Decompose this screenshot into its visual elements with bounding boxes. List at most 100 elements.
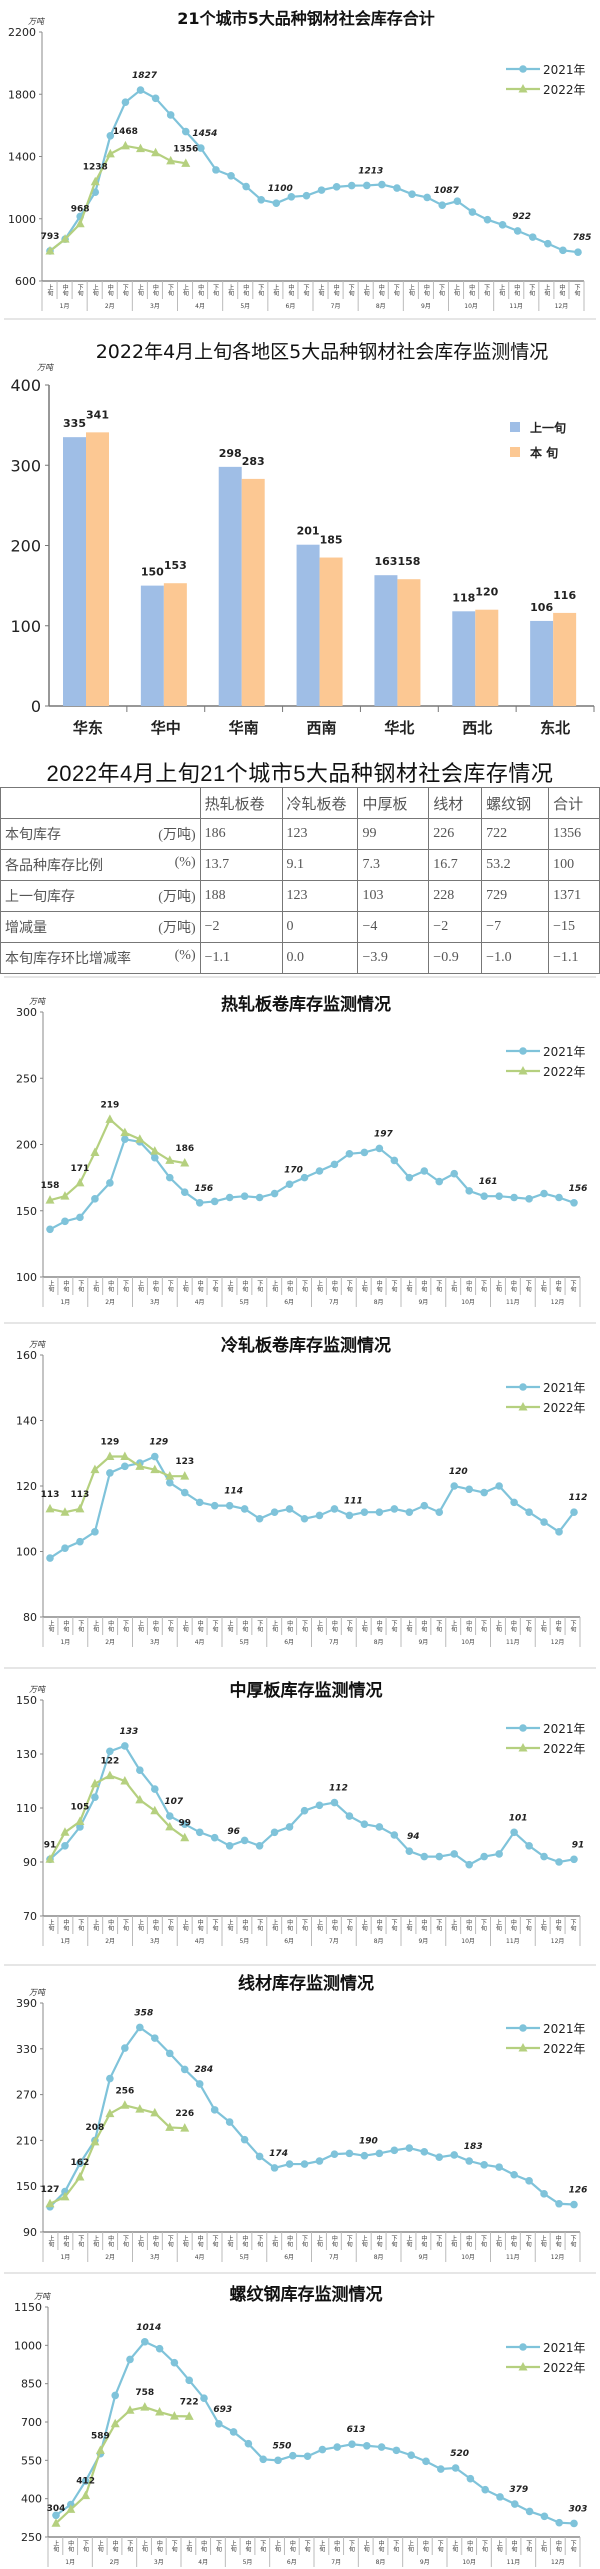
x-period-label: 上旬 <box>274 2539 281 2553</box>
x-period-label: 下旬 <box>480 1280 487 1293</box>
bar-data-label: 150 <box>141 566 164 579</box>
data-label: 111 <box>344 1496 363 1506</box>
x-period-label: 上旬 <box>181 1918 188 1932</box>
legend-label: 2021年 <box>543 2341 586 2355</box>
x-period-label: 中旬 <box>377 283 384 297</box>
row-label: 上一旬库存 <box>5 890 75 905</box>
data-point-2021 <box>151 1785 159 1793</box>
x-period-label: 中旬 <box>196 2234 203 2248</box>
chart-total-inventory-svg: 21个城市5大品种钢材社会库存合计 万吨 600 1000 1400 1800 2200 上旬… <box>8 9 592 311</box>
x-period-label: 中旬 <box>420 1918 427 1932</box>
y-tick-label: 270 <box>16 2089 37 2102</box>
data-point-2021 <box>407 2451 416 2460</box>
data-label: 174 <box>269 2149 288 2159</box>
data-point-2022 <box>184 2411 194 2420</box>
data-point-2021 <box>315 1511 324 1520</box>
data-label: 785 <box>573 233 592 243</box>
legend-swatch <box>510 422 520 432</box>
data-point-2021 <box>438 201 447 210</box>
x-period-label: 上旬 <box>495 2539 502 2553</box>
x-period-label: 中旬 <box>465 2234 472 2248</box>
x-period-label: 下旬 <box>390 2235 397 2248</box>
x-period-label: 中旬 <box>287 283 294 297</box>
x-period-label: 中旬 <box>421 2539 428 2553</box>
bar-data-label: 341 <box>86 408 109 421</box>
data-point-2022 <box>135 2104 145 2113</box>
x-month-label: 2月 <box>105 1299 115 1306</box>
x-period-label: 上旬 <box>494 1279 501 1293</box>
x-month-label: 7月 <box>329 1938 339 1945</box>
table-cell: 0.0 <box>281 942 359 974</box>
x-period-label: 中旬 <box>554 2234 561 2248</box>
x-period-label: 上旬 <box>46 283 53 297</box>
data-point-2021 <box>390 1831 399 1839</box>
table-cell: 16.7 <box>428 849 483 881</box>
x-month-label: 3月 <box>150 1299 160 1306</box>
x-period-label: 上旬 <box>271 1619 278 1633</box>
data-point-2021 <box>285 1823 294 1831</box>
x-period-label: 下旬 <box>166 1620 173 1633</box>
y-tick-label: 250 <box>21 2531 42 2544</box>
data-point-2021 <box>451 2464 460 2472</box>
y-tick-label: 700 <box>21 2416 42 2429</box>
data-point-2021 <box>525 1842 533 1850</box>
data-label: 113 <box>41 1490 60 1500</box>
data-point-2021 <box>570 2200 578 2209</box>
data-point-2022 <box>90 176 100 186</box>
y-tick-label: 90 <box>23 1856 37 1869</box>
x-period-label: 中旬 <box>558 283 565 297</box>
y-tick-label: 120 <box>16 1480 37 1493</box>
x-month-label: 7月 <box>331 2559 341 2566</box>
data-point-2021 <box>513 227 522 235</box>
chart-cold-rolled: 冷轧板卷库存监测情况 万吨 80 100 120 140 160 上旬 中旬 下旬 上旬 中旬 下旬 上旬… <box>0 1320 600 1668</box>
chart-hot-rolled-svg: 热轧板卷库存监测情况万吨100150200250300上旬 中旬 下旬 上旬 中旬 下旬上… <box>16 994 587 1307</box>
table-cell: 123 <box>281 880 359 912</box>
x-period-label: 下旬 <box>345 2235 352 2248</box>
x-period-label: 中旬 <box>151 283 158 297</box>
chart-total-inventory: 21个城市5大品种钢材社会库存合计 万吨 600 1000 1400 1800 2200 上旬… <box>0 0 600 318</box>
x-period-label: 中旬 <box>151 1279 158 1293</box>
data-point-2022 <box>75 218 85 228</box>
table-cell: −1.1 <box>548 942 600 974</box>
table-cell: 226 <box>428 818 483 850</box>
data-point-2022 <box>140 2402 150 2411</box>
data-point-2022 <box>75 1503 85 1513</box>
series-line-2021 <box>49 1744 575 1866</box>
x-month-label: 6月 <box>284 1639 294 1646</box>
data-point-2021 <box>126 2355 134 2364</box>
data-point-2021 <box>121 98 130 106</box>
x-month-label: 10月 <box>464 303 478 310</box>
data-point-2021 <box>255 2152 264 2161</box>
x-period-label: 下旬 <box>483 284 490 297</box>
data-label: 183 <box>464 2142 483 2152</box>
chart-rebar: 螺纹钢库存监测情况 万吨 250 400 550 700 850 1000 1150 上旬 中旬 下旬… <box>0 2270 600 2569</box>
chart-wire-rod: 线材库存监测情况 万吨 90 150 210 270 330 390 上旬 中旬 下旬 上旬 中旬 下旬上… <box>0 1965 600 2270</box>
data-point-2021 <box>215 2419 223 2428</box>
x-period-label: 下旬 <box>256 1620 263 1633</box>
data-point-2021 <box>225 1842 234 1850</box>
data-label: 1827 <box>132 71 158 81</box>
table-header: 中厚板 <box>357 787 430 819</box>
x-period-label: 下旬 <box>211 1919 218 1932</box>
data-point-2021 <box>315 1167 324 1175</box>
data-point-2021 <box>420 1501 429 1510</box>
data-point-2022 <box>150 1464 160 1474</box>
y-axis-unit: 万吨 <box>29 1988 46 1997</box>
x-month-label: 11月 <box>506 2254 520 2261</box>
data-point-2021 <box>61 1544 69 1553</box>
data-point-2021 <box>393 184 401 192</box>
x-period-label: 中旬 <box>241 1279 248 1293</box>
data-point-2022 <box>150 1805 160 1815</box>
x-month-label: 9月 <box>420 2559 430 2566</box>
data-point-2022 <box>60 1191 70 1200</box>
x-period-label: 上旬 <box>539 2234 546 2248</box>
x-period-label: 下旬 <box>347 2540 354 2553</box>
x-month-label: 9月 <box>418 1299 428 1306</box>
x-period-label: 上旬 <box>136 2234 143 2248</box>
data-point-2021 <box>525 2177 533 2185</box>
bar-data-label: 106 <box>530 601 553 614</box>
series-line-2021 <box>49 1455 575 1559</box>
data-point-2021 <box>181 127 190 136</box>
x-period-label: 上旬 <box>92 1279 99 1293</box>
table-cell: −7 <box>481 911 550 943</box>
